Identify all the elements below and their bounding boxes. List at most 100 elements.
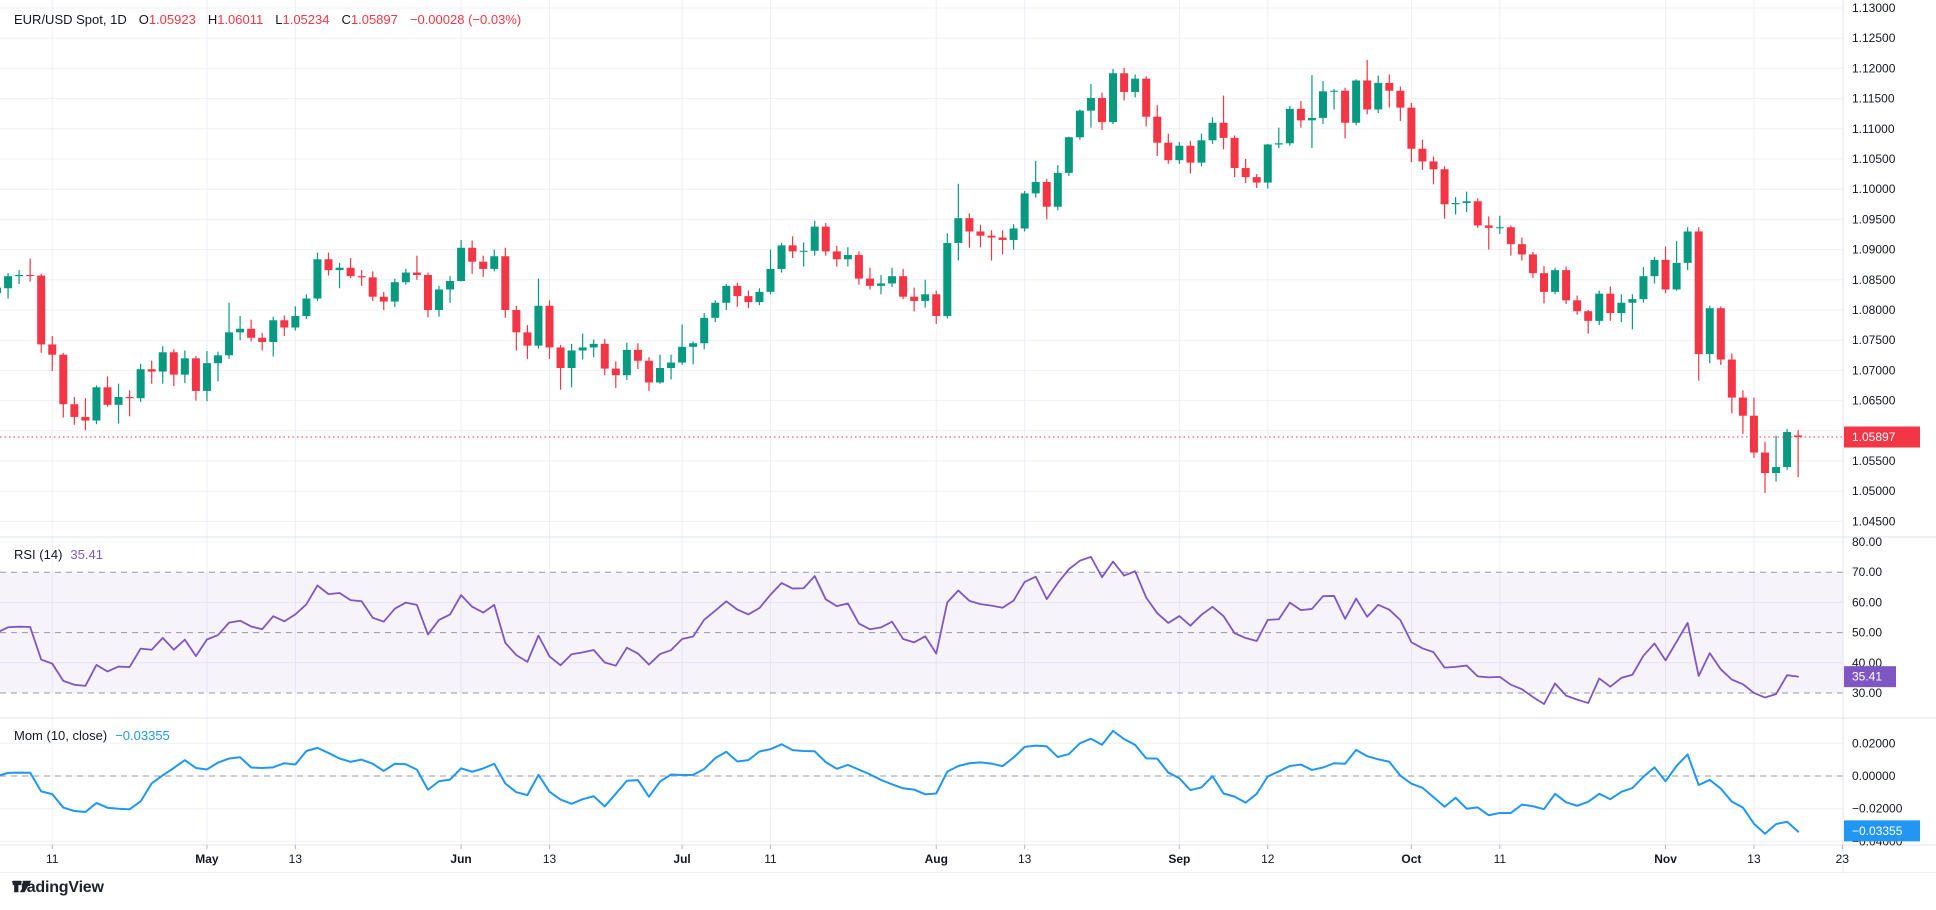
candle xyxy=(954,218,963,243)
candle xyxy=(1628,299,1637,303)
candle xyxy=(335,267,344,271)
candle xyxy=(1208,122,1217,141)
candle xyxy=(457,247,466,282)
time-tick-label: 11 xyxy=(764,852,777,866)
candle xyxy=(1219,122,1228,138)
candle xyxy=(1319,91,1327,118)
candle xyxy=(258,337,267,343)
time-tick-label: 13 xyxy=(543,852,557,866)
time-tick-label: Jun xyxy=(450,852,471,866)
candle xyxy=(479,261,488,269)
candle xyxy=(1418,148,1427,162)
high-value: 1.06011 xyxy=(217,12,264,27)
candle xyxy=(1186,145,1195,163)
candle xyxy=(1694,231,1703,355)
chart-canvas[interactable]: 1.13000 1.12500 1.12000 1.11500 1.11000 1.105… xyxy=(0,0,1936,873)
candle xyxy=(302,298,311,317)
open-value: 1.05923 xyxy=(148,12,196,27)
candle xyxy=(865,278,874,286)
candle xyxy=(810,226,819,251)
svg-text:35.41: 35.41 xyxy=(1852,670,1882,684)
candle xyxy=(600,343,609,369)
candle xyxy=(733,285,742,297)
candle xyxy=(1374,82,1383,110)
time-tick-label: 13 xyxy=(1747,852,1761,866)
time-tick-label: 11 xyxy=(1494,852,1507,866)
rsi-tick-label: 60.00 xyxy=(1852,595,1882,609)
candle xyxy=(932,294,941,317)
price-tick-label: 1.09000 xyxy=(1852,243,1896,257)
candle xyxy=(1540,273,1548,292)
candle xyxy=(1064,137,1073,173)
candle xyxy=(1749,415,1758,453)
symbol-title: EUR/USD Spot, 1D xyxy=(14,12,127,27)
candle xyxy=(1484,225,1493,228)
candle xyxy=(1562,270,1571,301)
candle xyxy=(1407,107,1416,149)
candle xyxy=(1473,201,1482,226)
time-axis[interactable]: 11 May 13 Jun 13 Jul 11 Aug 13 Sep 12 Oct 11 Nov 13 23 xyxy=(46,845,1849,866)
open-label: O xyxy=(138,12,149,27)
price-tick-label: 1.12000 xyxy=(1852,61,1896,75)
symbol-legend[interactable]: EUR/USD Spot, 1D O1.05923 H1.06011 L1.05234… xyxy=(14,12,521,27)
candle xyxy=(1429,161,1438,170)
candle xyxy=(136,369,145,399)
candle xyxy=(589,343,598,348)
momentum-indicator-legend[interactable]: Mom (10, close) −0.03355 xyxy=(14,728,170,743)
candle xyxy=(1528,254,1537,274)
time-tick-label: Jul xyxy=(673,852,690,866)
candle xyxy=(1352,80,1361,123)
candle xyxy=(534,305,543,346)
candle xyxy=(1230,137,1239,169)
candle xyxy=(1296,108,1305,121)
candle xyxy=(799,250,808,252)
candle xyxy=(1727,359,1736,398)
candle xyxy=(291,316,300,328)
low-label: L xyxy=(275,12,283,27)
candle xyxy=(435,289,443,310)
tradingview-logo[interactable]: TradingView xyxy=(12,879,104,897)
candle xyxy=(832,251,841,260)
candle xyxy=(722,285,731,303)
candle xyxy=(1584,311,1593,321)
price-axis[interactable]: 1.13000 1.12500 1.12000 1.11500 1.11000 1.105… xyxy=(1852,1,1896,528)
last-price-badge: 1.05897 xyxy=(1844,426,1920,448)
candle xyxy=(1672,262,1681,290)
candle xyxy=(114,396,123,405)
candle xyxy=(921,294,930,301)
candle xyxy=(368,277,377,297)
candle xyxy=(1263,144,1272,183)
rsi-indicator-legend[interactable]: RSI (14) 35.41 xyxy=(14,547,103,562)
price-tick-label: 1.05500 xyxy=(1852,454,1896,468)
time-tick-label: Sep xyxy=(1168,852,1190,866)
candle xyxy=(843,255,852,260)
change-value: −0.00028 (−0.03%) xyxy=(409,12,522,27)
candle xyxy=(26,274,35,276)
candle xyxy=(1650,259,1659,277)
candle xyxy=(92,387,101,421)
price-tick-label: 1.10500 xyxy=(1852,152,1896,166)
candle xyxy=(1252,177,1261,183)
price-tick-label: 1.11000 xyxy=(1852,122,1895,136)
candle xyxy=(1794,435,1803,438)
candle xyxy=(401,272,410,283)
candle xyxy=(357,276,366,278)
candle xyxy=(644,360,653,383)
candle xyxy=(125,396,134,399)
candle xyxy=(1761,452,1769,474)
candle xyxy=(1517,244,1526,255)
candle xyxy=(744,296,753,303)
candle xyxy=(1274,143,1283,145)
price-tick-label: 1.07500 xyxy=(1852,333,1896,347)
candle xyxy=(1031,181,1040,194)
candle xyxy=(81,416,90,421)
candle xyxy=(1396,90,1405,108)
price-tick-label: 1.12500 xyxy=(1852,31,1896,45)
candle xyxy=(446,281,455,290)
candle xyxy=(1639,276,1648,300)
candle xyxy=(578,347,587,351)
rsi-line xyxy=(0,555,1800,705)
candle xyxy=(501,256,510,310)
candle xyxy=(788,245,797,252)
